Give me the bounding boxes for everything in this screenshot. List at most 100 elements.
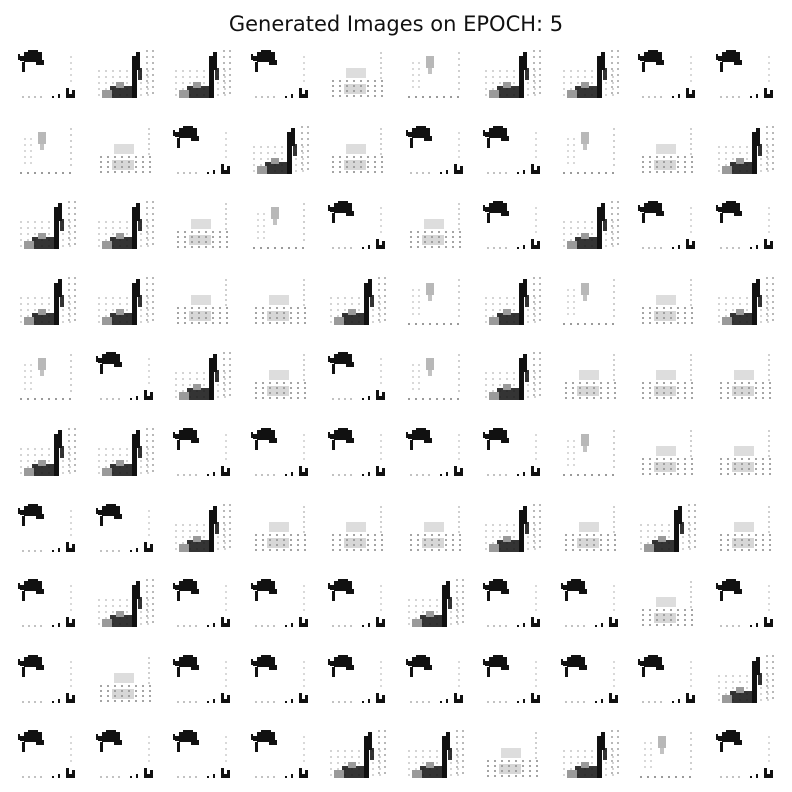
image-grid (14, 42, 778, 789)
generated-image (97, 428, 154, 476)
generated-image-tile (634, 571, 700, 638)
generated-image-tile (479, 646, 545, 713)
generated-image (715, 730, 773, 779)
generated-image-tile (324, 722, 390, 789)
generated-image (252, 125, 309, 174)
generated-image-tile (91, 117, 158, 184)
generated-image-tile (634, 117, 700, 184)
generated-image-tile (401, 117, 468, 184)
generated-image (175, 352, 231, 401)
generated-image-tile (246, 571, 313, 638)
generated-image (332, 52, 383, 97)
generated-image (97, 579, 154, 628)
generated-image (642, 581, 693, 627)
generated-image-tile (634, 344, 700, 411)
generated-image (250, 730, 308, 779)
generated-image-tile (556, 571, 623, 638)
generated-image (173, 579, 230, 628)
generated-image-tile (401, 193, 468, 260)
generated-image (332, 505, 383, 551)
generated-image (562, 127, 615, 174)
generated-image (20, 127, 72, 174)
generated-image (252, 203, 305, 250)
generated-image (332, 127, 383, 173)
generated-image-tile (634, 420, 700, 486)
generated-image-tile (634, 268, 700, 335)
generated-image-tile (634, 193, 700, 260)
generated-image-tile (91, 646, 158, 713)
generated-image (407, 278, 460, 325)
generated-image (328, 579, 385, 628)
generated-image-tile (711, 42, 778, 108)
generated-image-tile (401, 722, 468, 789)
generated-image (640, 503, 696, 552)
generated-image (250, 654, 308, 703)
generated-image-tile (91, 344, 158, 411)
generated-image-tile (479, 344, 545, 411)
generated-image (173, 125, 230, 174)
generated-image-tile (711, 344, 778, 411)
generated-image (330, 730, 386, 779)
generated-image-tile (324, 495, 390, 562)
generated-image-tile (634, 42, 700, 108)
generated-image (97, 276, 154, 325)
generated-image-tile (634, 495, 700, 562)
generated-image (483, 201, 540, 250)
generated-image-tile (324, 344, 390, 411)
generated-image-tile (324, 571, 390, 638)
generated-image (173, 428, 230, 476)
generated-image (409, 505, 461, 551)
generated-image-tile (169, 495, 235, 562)
generated-image-tile (169, 722, 235, 789)
generated-image-tile (324, 420, 390, 486)
generated-image-tile (246, 42, 313, 108)
generated-image-tile (324, 646, 390, 713)
generated-image-tile (91, 268, 158, 335)
generated-image-tile (479, 42, 545, 108)
generated-image (254, 278, 306, 324)
generated-image-tile (246, 646, 313, 713)
generated-image (638, 50, 695, 98)
generated-image-tile (324, 117, 390, 184)
generated-image (405, 428, 463, 476)
generated-image (719, 505, 771, 551)
generated-image (562, 730, 619, 779)
generated-image-tile (711, 193, 778, 260)
generated-image-tile (556, 646, 623, 713)
generated-image (254, 354, 306, 400)
generated-image (95, 503, 153, 552)
generated-image (250, 579, 308, 628)
generated-image-tile (479, 268, 545, 335)
generated-image (487, 732, 538, 778)
generated-image (173, 654, 230, 703)
generated-image (330, 276, 386, 325)
generated-image-tile (479, 495, 545, 562)
generated-image-tile (91, 495, 158, 562)
generated-image-tile (634, 722, 700, 789)
generated-image-tile (324, 193, 390, 260)
generated-image-tile (91, 722, 158, 789)
generated-image-tile (14, 117, 80, 184)
generated-image (407, 730, 464, 779)
generated-image (640, 732, 692, 779)
generated-image-tile (556, 420, 623, 486)
generated-image (254, 505, 306, 551)
generated-image (638, 201, 695, 250)
generated-image-tile (169, 193, 235, 260)
generated-image-tile (246, 193, 313, 260)
generated-image-tile (169, 268, 235, 335)
generated-image (95, 730, 153, 779)
generated-image (560, 579, 618, 628)
generated-image-tile (169, 571, 235, 638)
generated-image-tile (479, 117, 545, 184)
generated-image (719, 354, 771, 400)
generated-image (407, 579, 464, 628)
generated-image (328, 654, 385, 703)
generated-image-tile (479, 722, 545, 789)
generated-image-tile (401, 571, 468, 638)
generated-image (642, 354, 693, 400)
generated-image (20, 201, 76, 250)
generated-image-tile (556, 495, 623, 562)
generated-image-tile (91, 571, 158, 638)
generated-image-tile (169, 344, 235, 411)
